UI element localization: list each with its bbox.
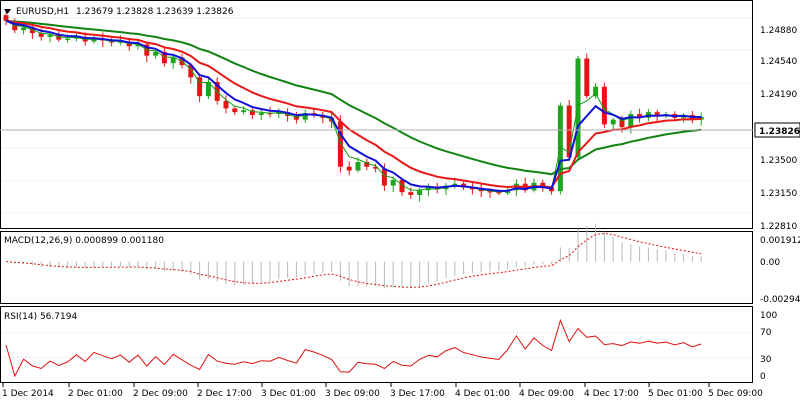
- price-tick: 1.24190: [760, 90, 797, 100]
- ema-fast-line: [5, 19, 702, 192]
- candle-body: [135, 44, 141, 47]
- candle-body: [487, 191, 493, 193]
- price-tick: 1.22810: [760, 222, 797, 232]
- candle-body: [584, 58, 590, 97]
- candle-body: [478, 189, 484, 192]
- candle-body: [610, 119, 616, 125]
- rsi-tick: 30: [760, 355, 772, 365]
- rsi-title: RSI(14) 56.7194: [4, 312, 77, 322]
- time-axis: 1 Dec 2014 2 Dec 01:00 2 Dec 09:00 2 Dec 17…: [2, 383, 763, 399]
- candle-body: [3, 15, 9, 21]
- candle-body: [161, 51, 167, 64]
- candle-body: [188, 65, 194, 78]
- candle-body: [417, 190, 423, 195]
- candle-body: [337, 121, 343, 167]
- candle-body: [223, 100, 229, 109]
- ema-mid-line: [5, 19, 702, 189]
- candle-body: [593, 86, 599, 97]
- candle-body: [170, 57, 176, 64]
- time-label: 5 Dec 09:00: [708, 389, 763, 399]
- candle-body: [197, 77, 203, 97]
- ema-slow-line: [5, 19, 702, 176]
- time-label: 2 Dec 01:00: [68, 389, 123, 399]
- time-label: 3 Dec 17:00: [390, 389, 445, 399]
- time-label: 2 Dec 17:00: [197, 389, 252, 399]
- rsi-tick: 70: [760, 328, 772, 338]
- rsi-line: [5, 318, 702, 378]
- rsi-tick: 100: [760, 311, 777, 321]
- candle-body: [390, 179, 396, 186]
- collapse-arrow-icon[interactable]: [4, 9, 11, 14]
- candle-body: [408, 192, 414, 195]
- macd-tick: 0.001912: [760, 236, 800, 246]
- candle-body: [293, 115, 299, 120]
- candle-body: [619, 119, 625, 128]
- time-label: 5 Dec 01:00: [648, 389, 703, 399]
- candle-body: [249, 110, 255, 115]
- candle-body: [47, 34, 53, 37]
- candle-body: [302, 113, 308, 120]
- candle-body: [241, 110, 247, 113]
- candle-body: [91, 38, 97, 42]
- price-tick: 1.24880: [760, 26, 797, 36]
- time-label: 4 Dec 01:00: [455, 389, 510, 399]
- chart-header-symbol: EURUSD,H1: [16, 7, 69, 17]
- macd-tick: -0.00294: [760, 295, 800, 305]
- candle-body: [601, 86, 607, 125]
- time-label: 3 Dec 09:00: [325, 389, 380, 399]
- candle-body: [205, 82, 211, 97]
- price-tick: 1.23500: [760, 156, 797, 166]
- candle-body: [65, 38, 71, 40]
- time-label: 4 Dec 09:00: [519, 389, 574, 399]
- rsi-panel[interactable]: [0, 306, 753, 383]
- candle-body: [452, 183, 458, 186]
- time-label: 3 Dec 01:00: [261, 389, 316, 399]
- price-axis: 1.24880 1.24540 1.24190 1.23500 1.23150 …: [760, 26, 797, 232]
- candle-body: [346, 166, 352, 171]
- candle-body: [364, 162, 370, 167]
- macd-title: MACD(12,26,9) 0.000899 0.001180: [4, 236, 164, 246]
- time-label: 2 Dec 09:00: [133, 389, 188, 399]
- time-label: 4 Dec 17:00: [584, 389, 639, 399]
- candle-body: [698, 116, 704, 120]
- candle-body: [566, 105, 572, 158]
- candle-body: [381, 168, 387, 186]
- macd-signal-line: [5, 232, 702, 288]
- candle-body: [153, 51, 159, 56]
- candle-body: [258, 113, 264, 115]
- current-price-label: 1.23826: [754, 122, 800, 138]
- candle-body: [21, 27, 27, 31]
- candle-body: [399, 179, 405, 193]
- chart-header-ohlc: 1.23679 1.23828 1.23639 1.23826: [76, 7, 234, 17]
- price-tick: 1.23150: [760, 189, 797, 199]
- candle-body: [38, 33, 44, 37]
- candle-body: [355, 162, 361, 171]
- candle-body: [540, 182, 546, 188]
- macd-tick: 0.00: [760, 258, 780, 268]
- time-label: 1 Dec 2014: [2, 389, 54, 399]
- candle-body: [232, 108, 238, 113]
- candle-body: [496, 192, 502, 194]
- candle-body: [373, 166, 379, 169]
- rsi-tick: 0: [760, 372, 766, 382]
- candle-body: [654, 112, 660, 116]
- candle-body: [117, 41, 123, 43]
- price-tick: 1.24540: [760, 57, 797, 67]
- svg-text:1.23826: 1.23826: [759, 127, 800, 137]
- candle-body: [637, 114, 643, 118]
- candle-body: [628, 114, 634, 128]
